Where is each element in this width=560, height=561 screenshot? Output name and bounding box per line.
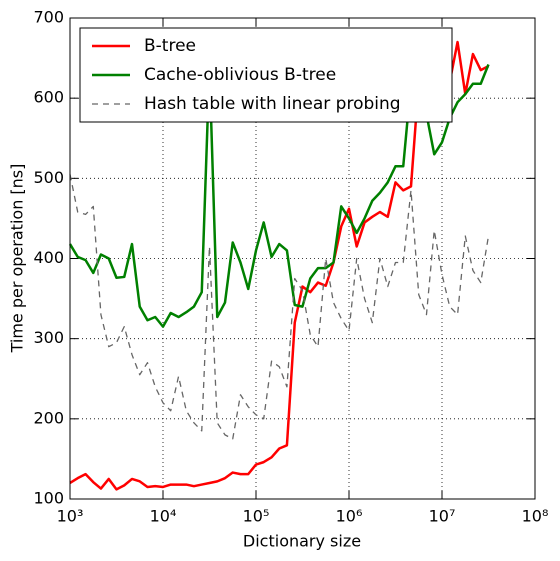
legend-label: Cache-oblivious B-tree: [144, 65, 336, 85]
y-tick-label: 100: [33, 489, 64, 508]
legend: B-tree Cache-oblivious B-tree Hash table w…: [79, 27, 453, 123]
y-axis-label: Time per operation [ns]: [8, 164, 27, 354]
x-tick-label: 10⁴: [150, 507, 177, 526]
y-tick-label: 500: [33, 168, 64, 187]
y-tick-label: 300: [33, 328, 64, 347]
y-tick-label: 400: [33, 248, 64, 267]
series-line: [69, 174, 490, 440]
plot-frame: [69, 17, 536, 500]
x-tick-label: 10⁶: [336, 507, 363, 526]
legend-box: [79, 27, 453, 123]
y-tick-label: 200: [33, 408, 64, 427]
x-tick-label: 10³: [57, 507, 84, 526]
legend-label: Hash table with linear probing: [144, 94, 401, 114]
x-tick-label: 10⁷: [429, 507, 456, 526]
y-tick-label: 700: [33, 8, 64, 27]
x-tick-label: 10⁵: [243, 507, 270, 526]
x-axis-label: Dictionary size: [243, 532, 361, 551]
legend-label: B-tree: [144, 36, 196, 56]
y-tick-label: 600: [33, 88, 64, 107]
x-tick-label: 10⁸: [522, 507, 549, 526]
